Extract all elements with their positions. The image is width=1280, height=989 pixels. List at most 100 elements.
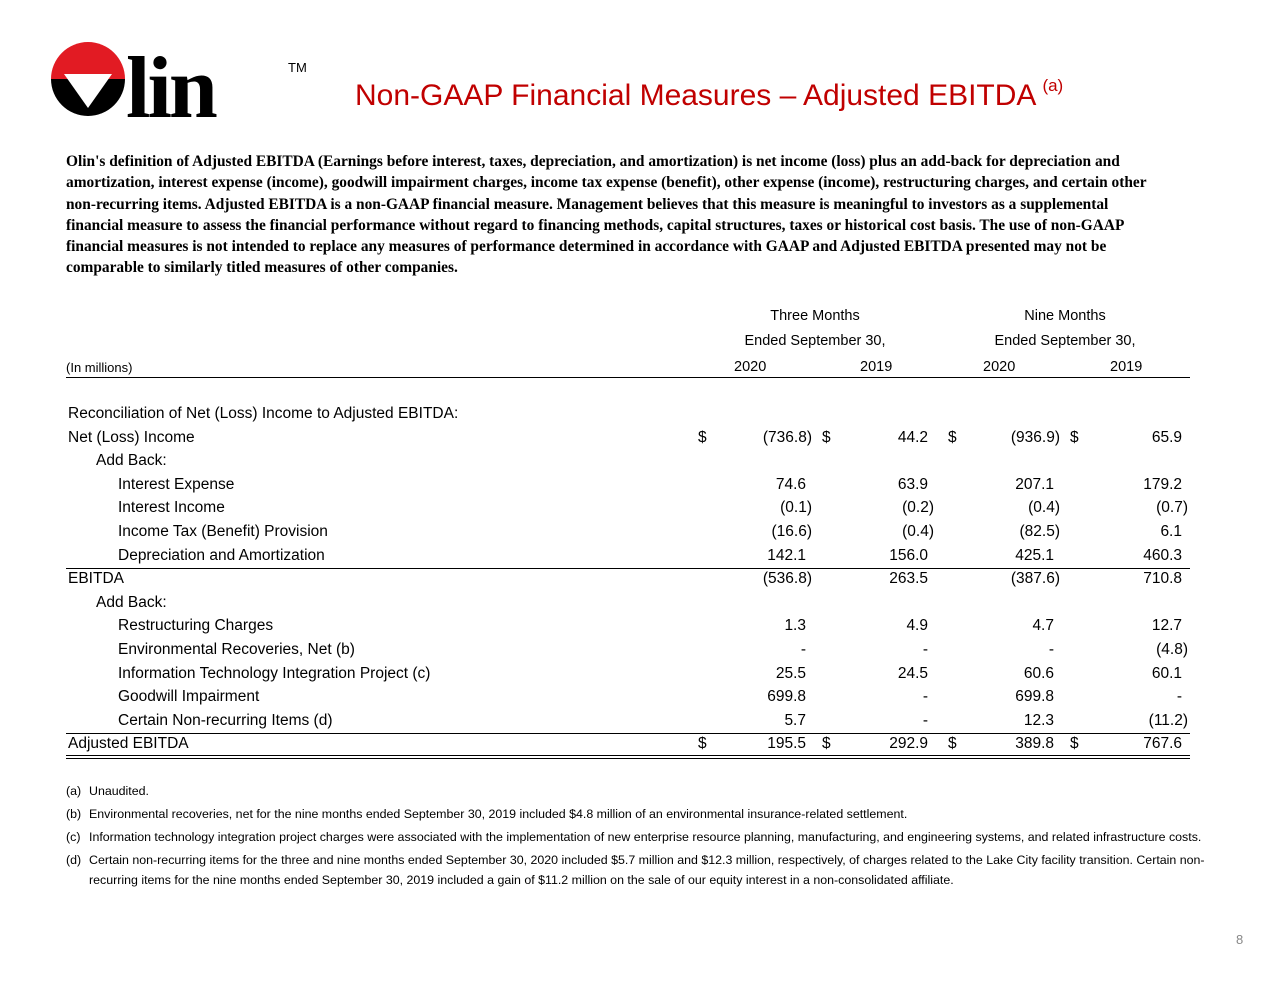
group-header: Ended September 30, [744,333,886,349]
year-header: 2019 [860,359,893,375]
row-label: Environmental Recoveries, Net (b) [118,641,355,658]
definition: Olin's definition of Adjusted EBITDA (Ea… [66,153,1147,277]
group-header: Nine Months [1024,308,1106,324]
row-rule [66,732,1190,734]
value: 44.2 [897,428,928,446]
footnote-text: Information technology integration proje… [89,830,1202,844]
value: (0.2) [902,499,934,517]
currency: $ [698,428,707,446]
value: 63.9 [897,475,928,493]
currency: $ [822,735,831,753]
value: (82.5) [1019,523,1061,540]
value: - [922,641,928,658]
logo-top [51,42,125,79]
row-rule [66,758,1190,760]
value: 767.6 [1143,735,1182,753]
value: 710.8 [1143,570,1182,588]
value: (0.1) [780,499,812,517]
header-rule [66,377,1190,378]
value: 60.1 [1151,664,1182,682]
value: 4.7 [1032,617,1054,635]
value: 60.6 [1023,664,1054,682]
row-label: Depreciation and Amortization [118,546,325,564]
value: 179.2 [1143,475,1182,493]
value: (936.9) [1010,428,1060,446]
row-label: Add Back: [96,593,167,611]
footnote-text: Certain non-recurring items for the thre… [89,853,1205,887]
value: (736.8) [762,428,812,446]
footnote-text: Environmental recoveries, net for the ni… [89,807,908,821]
currency: $ [698,735,707,753]
row-label: Goodwill Impairment [118,688,260,706]
value: 12.3 [1023,711,1054,729]
value: 699.8 [767,688,806,706]
units: (In millions) [66,360,133,375]
row-label: Income Tax (Benefit) Provision [118,523,328,540]
currency: $ [1070,428,1079,446]
value: (387.6) [1010,570,1060,588]
value: 24.5 [897,664,928,682]
row-label: Reconciliation of Net (Loss) Income to A… [68,405,459,422]
group-header: Three Months [770,308,860,324]
row-label: Interest Expense [118,475,235,493]
footnote-marker: (a) [66,784,82,798]
value: 425.1 [1015,546,1054,564]
row-label: Adjusted EBITDA [68,735,189,753]
title: Non-GAAP Financial Measures – Adjusted E… [355,76,1063,113]
value: - [922,711,928,729]
row-label: Add Back: [96,452,167,470]
row-label: Net (Loss) Income [68,428,195,446]
trademark: TM [288,60,307,75]
value: (16.6) [771,523,813,540]
value: 1.3 [784,617,806,635]
currency: $ [948,735,957,753]
value: (536.8) [762,570,812,588]
value: 195.5 [767,735,806,753]
value: 156.0 [889,546,928,564]
page-number: 8 [1236,932,1244,947]
value: (0.4) [902,523,934,540]
year-header: 2020 [734,359,767,375]
value: 699.8 [1015,688,1054,706]
value: 12.7 [1151,617,1182,635]
currency: $ [1070,735,1079,753]
value: 207.1 [1015,475,1054,493]
value: 5.7 [784,711,806,729]
currency: $ [948,428,957,446]
footnote-marker: (b) [66,807,82,821]
year-header: 2020 [983,359,1016,375]
value: - [922,688,928,706]
value: 25.5 [775,664,806,682]
value: 65.9 [1151,428,1182,446]
title-text: Non-GAAP Financial Measures – Adjusted E… [355,79,1037,112]
value: (0.7) [1156,499,1188,517]
value: 6.1 [1160,523,1182,540]
logo-arrow [64,74,112,108]
value: 142.1 [767,546,806,564]
title-note: (a) [1042,76,1064,95]
group-header: Ended September 30, [994,333,1136,349]
value: - [1048,641,1054,658]
value: - [800,641,806,658]
value: (11.2) [1148,711,1188,729]
value: 460.3 [1143,546,1182,564]
row-rule [66,755,1190,757]
row-label: EBITDA [68,570,124,588]
value: 292.9 [889,735,928,753]
value: 74.6 [775,475,806,493]
row-label: Interest Income [118,499,225,517]
value: (4.8) [1156,641,1188,658]
footnote-marker: (d) [66,853,82,867]
row-label: Information Technology Integration Proje… [118,664,431,682]
logo: lin TM [51,40,307,123]
value: 263.5 [889,570,928,588]
row-label: Certain Non-recurring Items (d) [118,711,333,729]
logo-text: lin [126,40,217,123]
row-label: Restructuring Charges [118,617,274,635]
currency: $ [822,428,831,446]
row-rule [66,567,1190,569]
value: 389.8 [1015,735,1054,753]
